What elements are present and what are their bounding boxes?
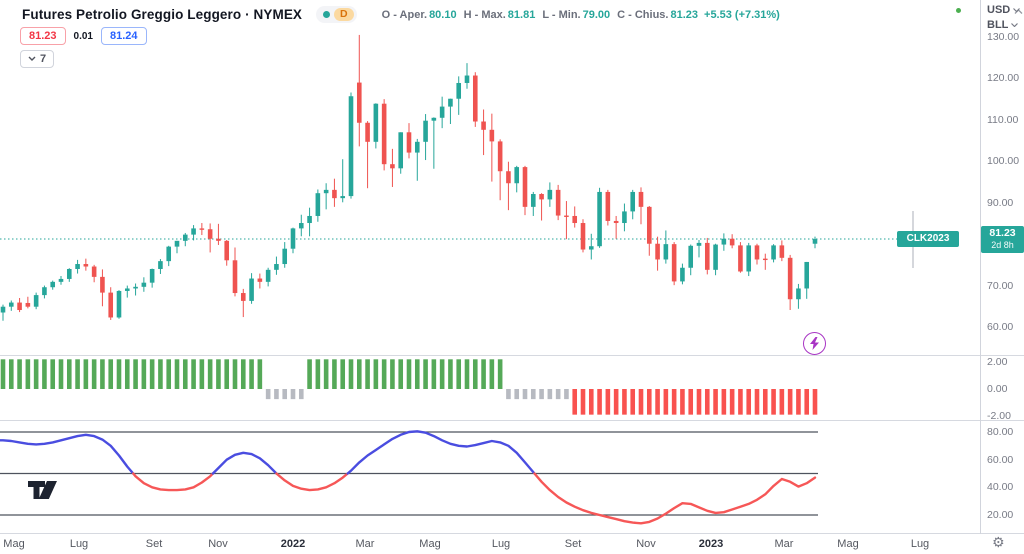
axis-tick-label: 90.00: [987, 196, 1014, 209]
time-axis-label: Mar: [774, 538, 794, 550]
indicators-collapse-button[interactable]: 7: [20, 49, 55, 68]
axis-tick-label: 60.00: [987, 321, 1014, 333]
time-axis-label: 2022: [280, 538, 306, 550]
axis-tick-label: 110.00: [987, 113, 1019, 126]
ohlc-label: H - Max.: [463, 8, 506, 21]
market-status-dot: [323, 11, 331, 18]
time-axis[interactable]: ⚙ Mag Lug Set Nov 2022 Mar Mag Lug Set Nov 2023 Mar…: [0, 534, 1024, 554]
symbol-title[interactable]: Futures Petrolio Greggio Leggero · NYMEX: [22, 7, 303, 22]
ohlc-label: O - Aper.: [381, 8, 428, 21]
time-axis-label: 2023: [698, 538, 724, 550]
ohlc-value: 79.00: [582, 8, 611, 21]
axis-tick-label: 40.00: [987, 481, 1014, 494]
axis-tick-label: 60.00: [987, 453, 1014, 466]
currency-selector[interactable]: USD: [987, 4, 1021, 16]
interval-badge[interactable]: D: [334, 8, 354, 21]
indicator-count: 7: [40, 52, 47, 65]
tradingview-logo-icon: [28, 481, 57, 499]
trend-histogram-panel[interactable]: [0, 355, 980, 420]
panel-divider: [0, 420, 1024, 421]
ohlc-label: L - Min.: [542, 8, 581, 21]
time-axis-label: Set: [145, 538, 163, 550]
unit-label: BLL: [987, 19, 1009, 31]
time-axis-label: Set: [564, 538, 582, 550]
panel-divider: [0, 533, 1024, 534]
interval-badge-group: D: [316, 6, 357, 23]
panel-divider: [0, 355, 1024, 356]
axis-tick-label: 130.00: [987, 31, 1020, 43]
contract-symbol-tag: CLK2023: [897, 231, 959, 247]
main-price-chart[interactable]: [0, 0, 980, 355]
tradingview-logo[interactable]: [28, 480, 68, 505]
time-axis-label: Mar: [355, 538, 375, 550]
axis-tick-label: 2.00: [987, 356, 1008, 368]
axis-tick-label: 70.00: [987, 279, 1014, 292]
time-axis-label: Mag: [837, 538, 859, 550]
spread-value: 0.01: [73, 30, 93, 42]
time-axis-label: Lug: [69, 538, 89, 550]
axis-tick-label: 20.00: [987, 509, 1014, 521]
instant-trading-button[interactable]: [803, 332, 826, 355]
price-scale-separator: [980, 0, 981, 554]
data-status-dot: [956, 8, 961, 13]
time-axis-label: Nov: [208, 538, 228, 550]
bar-countdown: 2d 8h: [991, 240, 1014, 250]
ohlc-value: 81.23: [670, 8, 699, 21]
chevron-down-icon: [1011, 23, 1019, 27]
ohlc-value: 80.10: [429, 8, 457, 21]
axis-tick-label: -2.00: [987, 410, 1011, 422]
ohlc-value: 81.81: [507, 8, 536, 21]
ohlc-readout: O - Aper. 80.10 H - Max. 81.81 L - Min. 79.00…: [375, 9, 780, 21]
change-value: +5.53 (+7.31%): [704, 8, 780, 21]
ohlc-label: C - Chius.: [617, 8, 669, 21]
sell-price-button[interactable]: 81.23: [20, 27, 66, 45]
chevron-down-icon: [1013, 8, 1021, 12]
time-axis-label: Lug: [910, 538, 930, 550]
unit-selector[interactable]: BLL: [987, 19, 1020, 31]
price-axis[interactable]: USD BLL 130.00 120.00 110.00 100.00 90.00 70.…: [981, 0, 1024, 554]
axis-tick-label: 120.00: [987, 72, 1020, 85]
time-axis-label: Nov: [636, 538, 656, 550]
buy-price-button[interactable]: 81.24: [101, 27, 147, 45]
time-axis-label: Lug: [491, 538, 511, 550]
oscillator-panel[interactable]: [0, 420, 980, 533]
lightning-icon: [810, 337, 819, 350]
last-price-axis-label: 81.23 2d 8h: [981, 226, 1024, 253]
axis-tick-label: 0.00: [987, 383, 1008, 395]
last-price-value: 81.23: [989, 227, 1016, 239]
axis-tick-label: 80.00: [987, 426, 1014, 438]
time-axis-label: Mag: [419, 538, 441, 550]
chevron-down-icon: [28, 56, 36, 61]
currency-label: USD: [987, 4, 1011, 16]
time-axis-label: Mag: [3, 538, 25, 550]
axis-tick-label: 100.00: [987, 155, 1020, 168]
settings-gear-button[interactable]: ⚙: [992, 535, 1005, 551]
